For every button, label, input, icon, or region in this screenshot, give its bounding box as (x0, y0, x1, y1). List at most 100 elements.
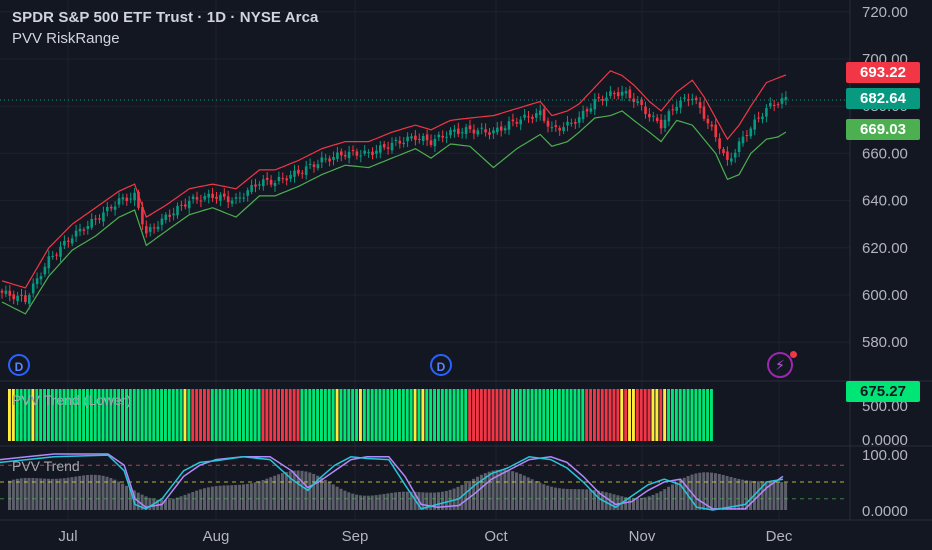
trend-hist-bar (214, 486, 218, 510)
candle (616, 87, 620, 100)
candle (570, 118, 573, 127)
trend-hist-bar (97, 475, 101, 510)
candle-body (152, 227, 156, 229)
bolt-icon[interactable]: ⚡ (767, 352, 793, 378)
candle-body (304, 166, 308, 175)
trend-bar (179, 389, 183, 441)
trend-bar (526, 389, 530, 441)
candle (340, 148, 343, 162)
candle-body (710, 124, 714, 127)
trend-hist-bar (273, 475, 277, 510)
candle (176, 202, 179, 219)
trend-bar (50, 389, 54, 441)
trend-hist-bar (148, 497, 152, 510)
candle (499, 121, 503, 137)
trend-bar (628, 389, 631, 441)
candle-body (78, 228, 82, 232)
trend-bar (448, 389, 452, 441)
trend-hist-bar (647, 496, 651, 510)
trend-bar (144, 389, 148, 441)
trend-bar (265, 389, 269, 441)
trend-hist-bar (386, 493, 390, 510)
candle (749, 126, 753, 140)
candle-body (59, 246, 62, 257)
candle-body (340, 151, 343, 156)
y-tick-label: 640.00 (862, 193, 908, 210)
candle (492, 127, 495, 139)
candle-body (328, 158, 331, 162)
trend-bar (93, 389, 97, 441)
trend-bar (515, 389, 518, 441)
trend-bar (300, 389, 304, 441)
trend-bar (331, 389, 335, 441)
candle (90, 213, 93, 230)
candle-body (745, 134, 749, 136)
candle (67, 237, 70, 248)
candle-body (43, 266, 47, 275)
candle (780, 93, 784, 109)
candle (297, 165, 300, 177)
candle-body (55, 254, 58, 256)
candle (429, 134, 433, 148)
trend-bar (284, 389, 288, 441)
trend-bar (253, 389, 257, 441)
trend-bar (238, 389, 241, 441)
trend-hist-bar (659, 491, 663, 510)
candle (457, 122, 460, 138)
trend-bar (47, 389, 50, 441)
candle (12, 290, 15, 305)
trend-hist-bar (577, 489, 581, 510)
candle (20, 288, 23, 302)
candle (562, 122, 565, 135)
candle (640, 97, 643, 111)
trend-bar (206, 389, 210, 441)
trend-hist-bar (745, 480, 749, 510)
candle (94, 214, 97, 226)
candle (589, 103, 593, 115)
x-tick-label: Nov (629, 528, 656, 545)
x-tick-label: Jul (58, 528, 77, 545)
trend-bar (335, 389, 339, 441)
trend-bar (624, 389, 628, 441)
trend-hist-bar (374, 495, 378, 510)
candle-body (694, 97, 698, 101)
trend-bar (242, 389, 245, 441)
candle (558, 125, 561, 136)
trend-hist-bar (596, 490, 600, 510)
candle (308, 158, 312, 169)
trend-hist-bar (557, 488, 561, 510)
trend-hist-bar (15, 478, 19, 510)
candle-body (191, 196, 195, 200)
candle-body (28, 295, 31, 304)
candle (613, 90, 616, 100)
dividend-icon[interactable]: D (430, 354, 452, 376)
trend-bar (694, 389, 698, 441)
trend-bar (585, 389, 589, 441)
candle (293, 164, 296, 183)
trend-hist-bar (191, 491, 195, 510)
trend-hist-bar (35, 478, 39, 510)
trend-bar (464, 389, 468, 441)
candle (769, 97, 772, 109)
trend-bar (686, 389, 690, 441)
candle-body (558, 128, 561, 131)
trend-bar (347, 389, 351, 441)
dividend-icon[interactable]: D (8, 354, 30, 376)
candle-body (464, 127, 468, 134)
candle (195, 191, 199, 204)
candle (784, 91, 788, 106)
candle (102, 206, 105, 227)
trend-bar (589, 389, 592, 441)
trend-hist-bar (105, 476, 109, 510)
candle-body (160, 218, 164, 225)
candle-body (593, 99, 597, 110)
trend-hist-bar (468, 480, 472, 510)
candle (464, 123, 468, 139)
candle (468, 119, 472, 134)
trend-hist-bar (296, 470, 300, 510)
candle (289, 170, 292, 183)
trend-hist-bar (19, 478, 23, 510)
trend-bar (320, 389, 323, 441)
candle (449, 127, 452, 139)
trend-hist-bar (772, 481, 776, 510)
